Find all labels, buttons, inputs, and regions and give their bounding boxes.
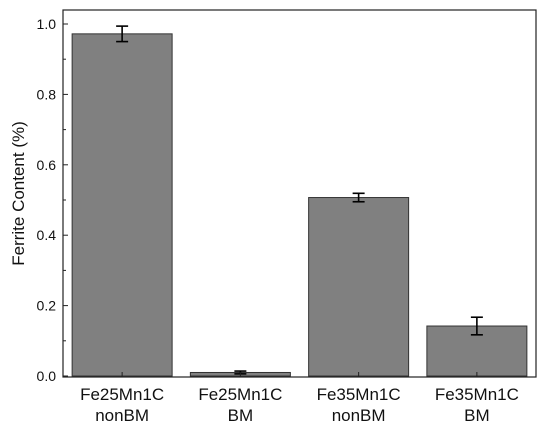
bars-layer xyxy=(71,33,528,377)
x-label-2-line-2: BM xyxy=(228,406,254,425)
y-tick-label-5: 0.8 xyxy=(37,86,57,102)
plot-area-frame xyxy=(62,9,537,378)
x-label-3-line-1: Fe35Mn1C xyxy=(317,385,401,404)
y-tick-label-2: 0.2 xyxy=(37,298,57,314)
bar-1 xyxy=(71,33,173,377)
x-label-1-line-2: nonBM xyxy=(95,406,149,425)
x-label-4-line-2: BM xyxy=(464,406,490,425)
y-axis-title: Ferrite Content (%) xyxy=(9,121,28,266)
x-label-3-line-2: nonBM xyxy=(332,406,386,425)
y-tick-label-1: 0.0 xyxy=(37,368,57,384)
y-tick-label-4: 0.6 xyxy=(37,157,57,173)
y-axis-ticks: 0.0 0.2 0.4 0.6 0.8 1.0 xyxy=(37,16,68,384)
x-axis-category-labels: Fe25Mn1C nonBM Fe25Mn1C BM Fe35Mn1C nonBM Fe35… xyxy=(80,372,519,425)
y-tick-label-6: 1.0 xyxy=(37,16,57,32)
x-label-1-line-1: Fe25Mn1C xyxy=(80,385,164,404)
x-label-4-line-1: Fe35Mn1C xyxy=(435,385,519,404)
error-bars-layer xyxy=(116,25,483,375)
y-tick-label-3: 0.4 xyxy=(37,227,57,243)
bar-3 xyxy=(308,197,410,377)
x-label-2-line-1: Fe25Mn1C xyxy=(198,385,282,404)
bar-4 xyxy=(426,325,528,377)
